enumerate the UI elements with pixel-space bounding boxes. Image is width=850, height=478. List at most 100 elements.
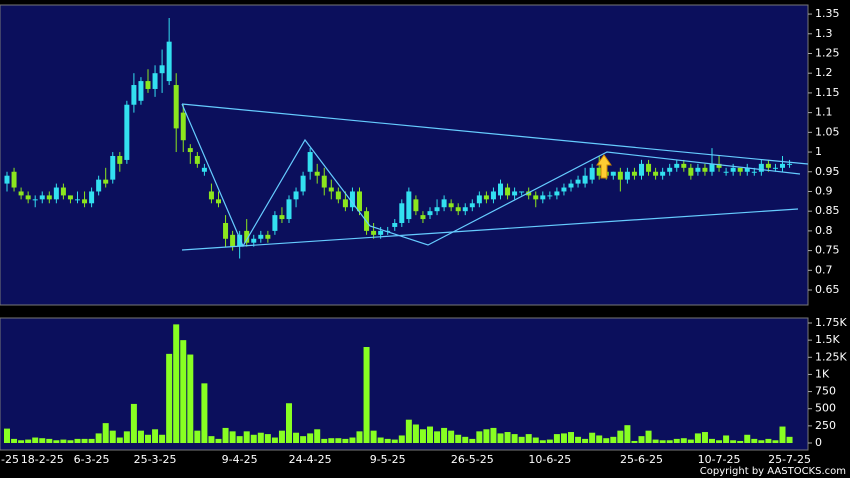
y-tick-label: 750 bbox=[815, 385, 836, 398]
volume-bar bbox=[539, 440, 546, 444]
volume-bar bbox=[271, 437, 278, 444]
volume-bar bbox=[610, 436, 617, 444]
volume-bar bbox=[264, 434, 271, 444]
candle-body bbox=[709, 163, 715, 172]
x-tick-label: -25 bbox=[1, 453, 19, 466]
candle-body bbox=[4, 175, 10, 184]
candle-body bbox=[53, 187, 59, 200]
candle-body bbox=[67, 195, 73, 200]
volume-bar bbox=[278, 430, 285, 444]
y-tick-label: 1 bbox=[815, 145, 822, 158]
y-tick-label: 1.2 bbox=[815, 66, 833, 79]
x-tick-label: 25-3-25 bbox=[134, 453, 177, 466]
candle-body bbox=[554, 191, 560, 196]
volume-bar bbox=[370, 430, 377, 444]
volume-bar bbox=[145, 434, 151, 444]
candle-body bbox=[201, 167, 207, 172]
candle-body bbox=[208, 191, 214, 200]
x-tick-label: 26-5-25 bbox=[451, 453, 494, 466]
candle-body bbox=[293, 191, 299, 200]
volume-bar bbox=[511, 434, 518, 444]
volume-bar bbox=[95, 433, 102, 444]
candle-body bbox=[765, 163, 771, 168]
volume-bar bbox=[483, 429, 490, 444]
volume-bar bbox=[67, 440, 74, 444]
y-tick-label: 1.5K bbox=[815, 333, 840, 346]
candle-body bbox=[18, 191, 24, 196]
volume-bar bbox=[81, 438, 88, 444]
y-tick-label: 1.05 bbox=[815, 125, 840, 138]
volume-bar bbox=[74, 438, 81, 444]
volume-bar bbox=[328, 438, 335, 444]
x-tick-label: 9-5-25 bbox=[370, 453, 406, 466]
volume-bar bbox=[46, 438, 53, 444]
candle-body bbox=[96, 179, 102, 192]
volume-bar bbox=[434, 431, 441, 444]
volume-bar bbox=[596, 435, 603, 444]
volume-bar bbox=[229, 431, 236, 444]
volume-bar bbox=[441, 427, 448, 444]
volume-bar bbox=[166, 353, 173, 444]
candle-body bbox=[730, 167, 736, 172]
candle-body bbox=[89, 191, 95, 204]
candle-body bbox=[194, 155, 200, 164]
volume-panel bbox=[0, 317, 809, 451]
volume-bar bbox=[222, 427, 229, 444]
candle-body bbox=[653, 171, 659, 176]
candle-body bbox=[744, 167, 750, 172]
volume-bar bbox=[4, 428, 10, 444]
candle-body bbox=[476, 195, 482, 204]
volume-bar bbox=[779, 426, 786, 444]
volume-bar bbox=[462, 436, 469, 444]
candle-body bbox=[11, 171, 17, 188]
volume-bar bbox=[624, 425, 631, 444]
x-tick-label: 9-4-25 bbox=[222, 453, 258, 466]
volume-bar bbox=[349, 437, 356, 444]
candle-body bbox=[328, 187, 334, 192]
volume-bar bbox=[243, 431, 250, 444]
y-tick-label: 1.25K bbox=[815, 350, 847, 363]
volume-bar bbox=[159, 434, 166, 444]
trend-line bbox=[181, 103, 809, 165]
volume-bar bbox=[60, 439, 67, 444]
volume-bar bbox=[652, 439, 659, 444]
candle-body bbox=[483, 195, 489, 200]
candle-body bbox=[420, 215, 426, 220]
volume-bar bbox=[504, 432, 511, 444]
candle-body bbox=[159, 65, 165, 74]
candle-body bbox=[469, 203, 475, 208]
y-tick-label: 1.75K bbox=[815, 316, 847, 329]
volume-bar bbox=[546, 439, 553, 444]
price-panel bbox=[0, 4, 809, 306]
volume-bar bbox=[286, 403, 292, 444]
volume-bar bbox=[307, 433, 314, 444]
candle-body bbox=[751, 171, 757, 173]
candle-body bbox=[406, 191, 412, 220]
volume-bar bbox=[659, 440, 666, 444]
candle-body bbox=[272, 215, 278, 231]
volume-bar bbox=[398, 435, 405, 444]
volume-bar bbox=[758, 440, 765, 444]
candle-body bbox=[695, 167, 701, 172]
volume-bar bbox=[469, 438, 476, 444]
candle-body bbox=[223, 223, 229, 239]
candle-body bbox=[279, 215, 285, 220]
volume-bar bbox=[187, 354, 194, 444]
candle-body bbox=[25, 195, 31, 200]
volume-bar bbox=[701, 432, 708, 444]
candle-body bbox=[427, 211, 433, 216]
candle-body bbox=[117, 155, 123, 164]
candle-body bbox=[103, 179, 109, 184]
volume-bar bbox=[419, 429, 426, 444]
candle-body bbox=[660, 171, 666, 176]
y-tick-label: 0.8 bbox=[815, 224, 833, 237]
candle-body bbox=[166, 41, 172, 82]
candle-body bbox=[46, 195, 52, 200]
candle-body bbox=[357, 191, 362, 212]
volume-bar bbox=[39, 438, 46, 444]
candle-body bbox=[434, 207, 440, 212]
volume-bar bbox=[560, 433, 567, 444]
candle-body bbox=[399, 203, 405, 224]
candle-body bbox=[681, 163, 687, 168]
candle-body bbox=[342, 199, 348, 208]
